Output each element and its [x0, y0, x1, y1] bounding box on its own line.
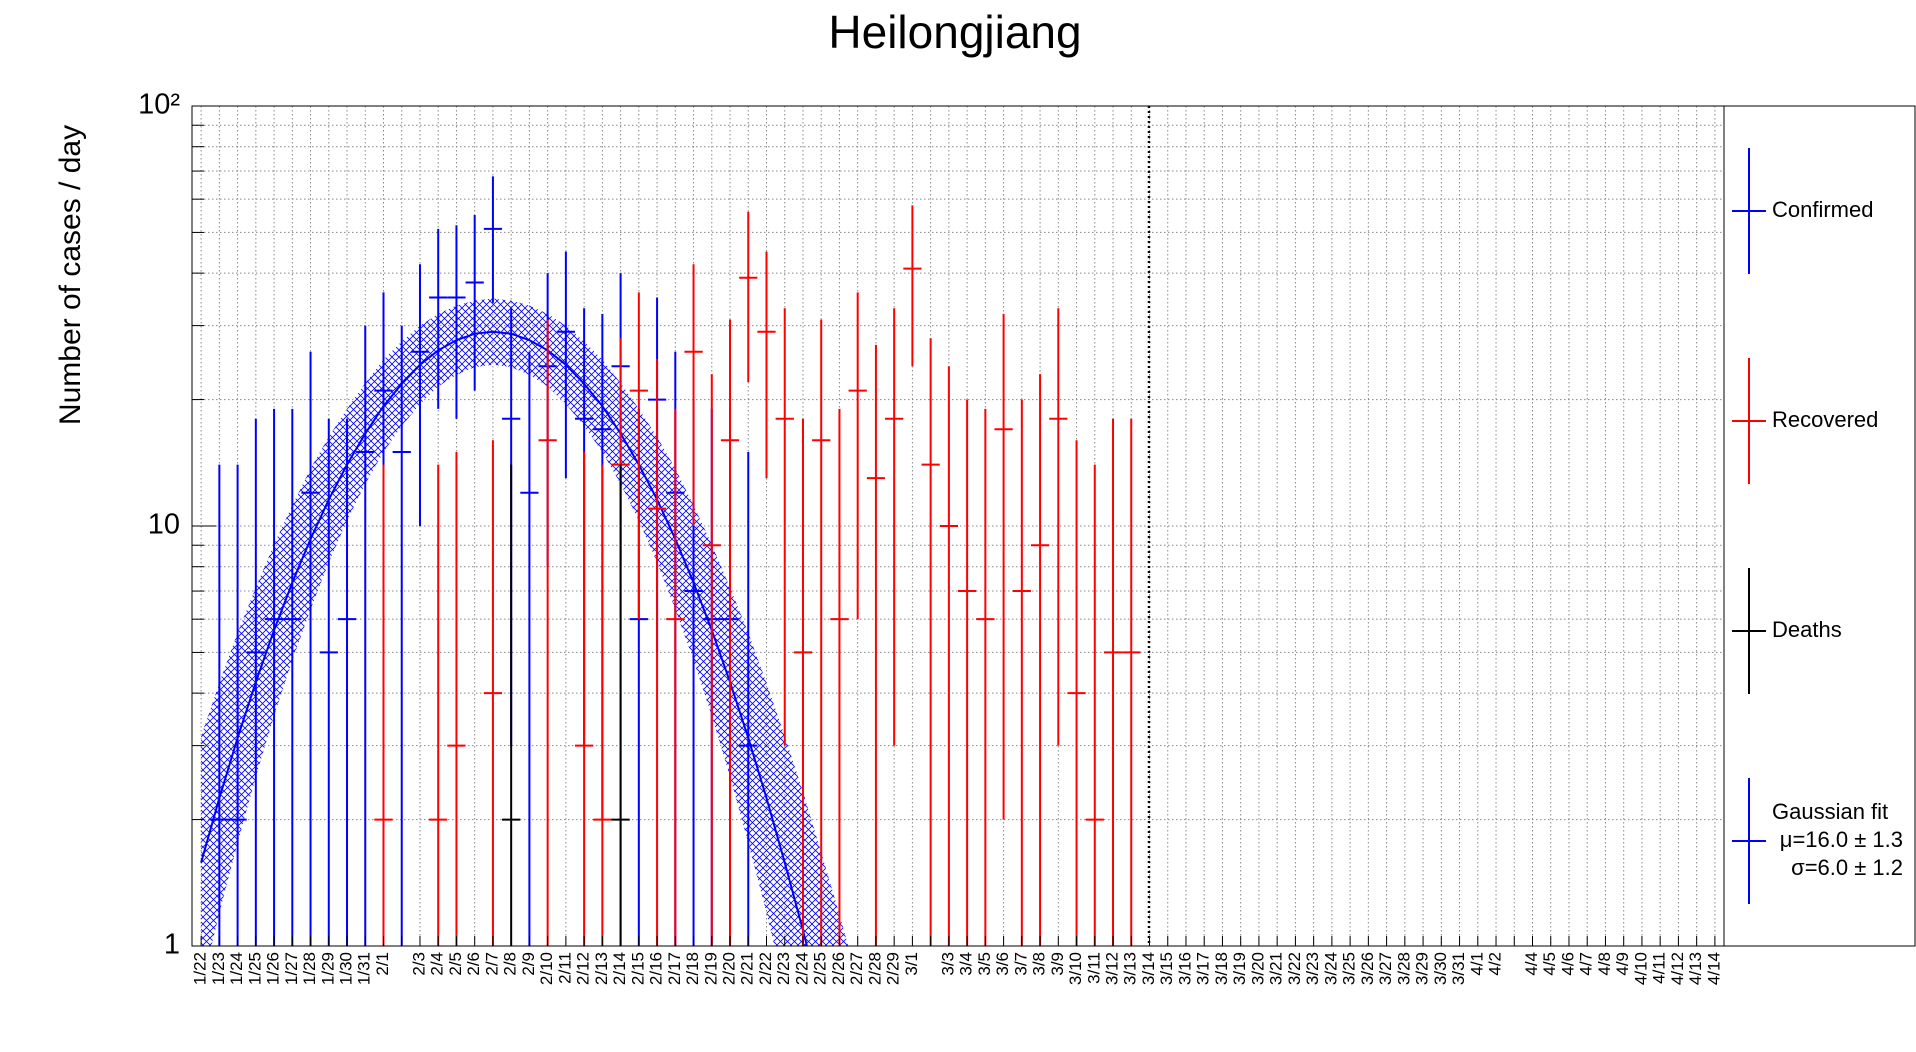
x-tick-label: 3/3: [938, 952, 957, 976]
x-tick-label: 3/30: [1431, 952, 1450, 985]
x-tick-label: 2/15: [628, 952, 647, 985]
x-tick-label: 3/31: [1449, 952, 1468, 985]
x-tick-label: 3/10: [1066, 952, 1085, 985]
x-tick-label: 1/26: [264, 952, 283, 985]
x-tick-label: 2/25: [811, 952, 830, 985]
x-tick-label: 3/9: [1048, 952, 1067, 976]
x-tick-label: 3/11: [1084, 952, 1103, 984]
y-tick-label: 10²: [138, 89, 180, 121]
chart-title: Heilongjiang: [828, 6, 1081, 58]
x-tick-label: 4/6: [1558, 952, 1577, 976]
x-tick-label: 2/4: [428, 952, 447, 976]
x-tick-label: 3/21: [1267, 952, 1286, 985]
x-tick-label: 2/5: [446, 952, 465, 976]
x-tick-label: 3/18: [1212, 952, 1231, 985]
x-tick-label: 2/24: [792, 952, 811, 985]
legend-label: Gaussian fit: [1772, 799, 1888, 824]
x-tick-label: 2/28: [865, 952, 884, 985]
legend-label: Deaths: [1772, 617, 1842, 642]
x-tick-label: 2/27: [847, 952, 866, 985]
x-tick-label: 4/2: [1486, 952, 1505, 976]
x-tick-label: 1/27: [282, 952, 301, 985]
legend-label: Recovered: [1772, 407, 1878, 432]
fit-band: [201, 298, 849, 946]
x-tick-label: 3/5: [975, 952, 994, 976]
x-tick-label: 2/21: [738, 952, 757, 985]
x-tick-label: 2/13: [592, 952, 611, 985]
x-tick-label: 2/11: [555, 952, 574, 984]
x-tick-label: 3/13: [1121, 952, 1140, 985]
x-tick-label: 1/25: [245, 952, 264, 985]
x-tick-label: 3/24: [1321, 952, 1340, 985]
x-tick-label: 3/29: [1413, 952, 1432, 985]
y-axis-title: Number of cases / day: [54, 125, 87, 425]
x-tick-label: 4/13: [1686, 952, 1705, 985]
x-tick-label: 2/12: [574, 952, 593, 985]
x-tick-label: 2/20: [720, 952, 739, 985]
x-tick-label: 2/14: [610, 952, 629, 985]
x-tick-label: 4/5: [1540, 952, 1559, 976]
x-tick-label: 2/23: [774, 952, 793, 985]
x-tick-label: 1/30: [337, 952, 356, 985]
x-tick-label: 2/17: [665, 952, 684, 985]
x-tick-label: 4/14: [1704, 952, 1723, 985]
x-tick-label: 3/14: [1139, 952, 1158, 985]
x-tick-label: 2/18: [683, 952, 702, 985]
x-tick-label: 3/19: [1230, 952, 1249, 985]
x-tick-label: 3/6: [993, 952, 1012, 976]
x-tick-label: 1/22: [191, 952, 210, 985]
x-tick-label: 3/8: [1030, 952, 1049, 976]
x-tick-label: 4/8: [1595, 952, 1614, 976]
y-tick-label: 10: [148, 509, 180, 541]
x-tick-label: 3/20: [1248, 952, 1267, 985]
x-tick-label: 2/16: [647, 952, 666, 985]
x-tick-label: 3/27: [1376, 952, 1395, 985]
x-tick-label: 4/11: [1650, 952, 1669, 984]
x-tick-label: 2/19: [701, 952, 720, 985]
x-tick-label: 4/10: [1631, 952, 1650, 985]
x-tick-label: 2/9: [519, 952, 538, 976]
x-tick-label: 3/26: [1358, 952, 1377, 985]
legend-parameter: σ=6.0 ± 1.2: [1791, 855, 1903, 880]
legend-label: Confirmed: [1772, 197, 1873, 222]
legend-box: [1723, 105, 1916, 947]
x-tick-label: 3/17: [1194, 952, 1213, 985]
x-tick-label: 3/1: [902, 952, 921, 976]
x-tick-label: 4/7: [1577, 952, 1596, 976]
x-tick-label: 2/7: [482, 952, 501, 976]
x-tick-label: 3/15: [1157, 952, 1176, 985]
x-tick-label: 1/24: [227, 952, 246, 985]
x-tick-label: 2/8: [501, 952, 520, 976]
x-tick-label: 3/7: [1011, 952, 1030, 976]
x-tick-label: 3/12: [1103, 952, 1122, 985]
x-tick-label: 2/1: [373, 952, 392, 976]
x-tick-label: 4/1: [1467, 952, 1486, 976]
plot-area: [200, 176, 1141, 946]
x-tick-label: 4/9: [1613, 952, 1632, 976]
x-tick-label: 3/28: [1394, 952, 1413, 985]
x-tick-label: 2/10: [537, 952, 556, 985]
x-tick-label: 1/31: [355, 952, 374, 985]
x-tick-label: 2/22: [756, 952, 775, 985]
legend: Confirmed Recovered Deaths Gaussian fit μ=16…: [1732, 148, 1903, 904]
y-tick-label: 1: [164, 929, 180, 961]
x-tick-label: 3/4: [957, 952, 976, 976]
legend-parameter: μ=16.0 ± 1.3: [1780, 827, 1903, 852]
x-tick-label: 2/6: [464, 952, 483, 976]
x-tick-label: 1/23: [209, 952, 228, 985]
x-tick-label: 3/23: [1303, 952, 1322, 985]
x-tick-label: 3/16: [1175, 952, 1194, 985]
x-tick-label: 3/25: [1340, 952, 1359, 985]
x-tick-label: 1/29: [318, 952, 337, 985]
x-tick-label: 2/26: [829, 952, 848, 985]
x-tick-label: 4/12: [1668, 952, 1687, 985]
x-tick-label: 2/29: [884, 952, 903, 985]
x-tick-label: 2/3: [409, 952, 428, 976]
x-tick-label: 4/4: [1522, 952, 1541, 976]
x-tick-label: 3/22: [1285, 952, 1304, 985]
x-tick-label: 1/28: [300, 952, 319, 985]
